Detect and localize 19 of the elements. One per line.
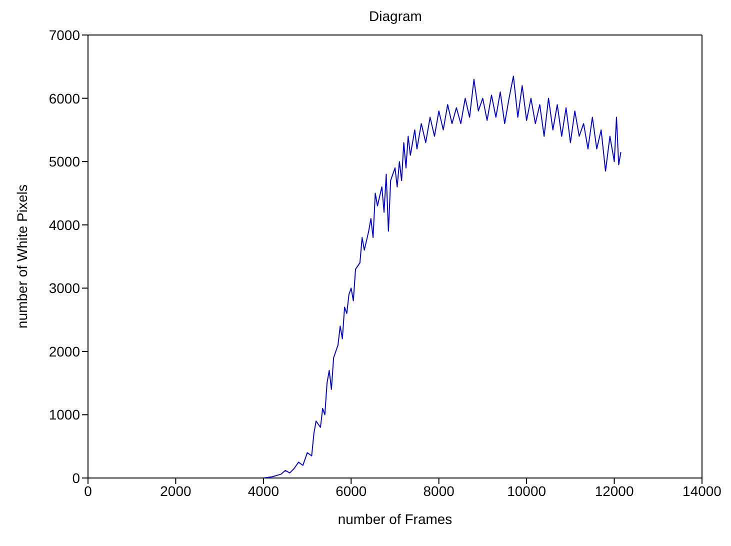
x-tick-label: 12000 [594,482,634,499]
y-tick-label: 7000 [48,26,80,43]
x-tick-label: 0 [84,482,92,499]
y-axis-title: number of White Pixels [14,184,30,328]
x-tick-label: 10000 [507,482,546,499]
x-axis-title: number of Frames [338,511,452,527]
y-tick-label: 6000 [48,90,80,106]
y-tick-label: 2000 [48,343,80,360]
y-tick-label: 1000 [48,406,80,423]
y-tick-label: 4000 [48,216,80,233]
y-tick-label: 0 [72,470,80,486]
x-tick-label: 4000 [248,482,280,499]
x-tick-label: 2000 [160,482,192,499]
y-tick-label: 3000 [48,280,80,296]
chart-title: Diagram [368,8,423,26]
x-tick-label: 6000 [336,482,367,499]
x-tick-label: 8000 [423,482,455,499]
y-tick-label: 5000 [48,154,80,170]
x-tick-label: 14000 [682,482,722,499]
